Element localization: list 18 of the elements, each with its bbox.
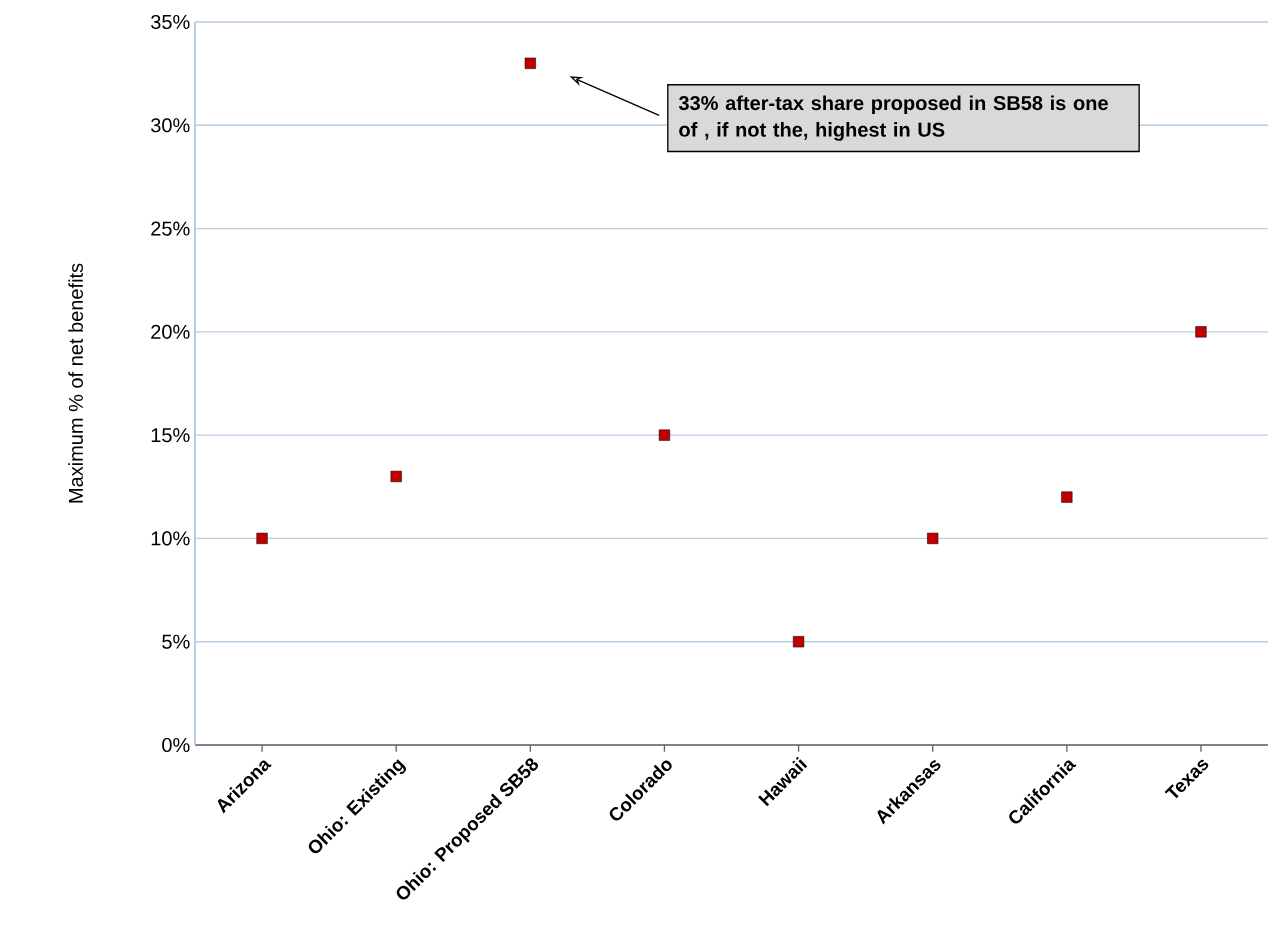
y-tick-label: 35%	[151, 14, 190, 30]
annotation: 33% after-tax share proposed in SB58 is one of , if not the, highest in US	[678, 95, 1108, 141]
y-tick-label: 25%	[151, 221, 190, 236]
y-tick-label: 0%	[162, 737, 190, 753]
y-tick-label: 20%	[151, 324, 190, 339]
y-tick-label: 10%	[151, 531, 190, 546]
point	[658, 429, 671, 441]
y-tick-label: 15%	[151, 428, 190, 443]
y-axis-title: Maximum % of net benefits	[68, 263, 83, 503]
y-tick-label: 30%	[151, 118, 190, 133]
point	[524, 57, 536, 69]
point	[792, 636, 805, 648]
point	[256, 532, 268, 545]
point	[390, 470, 402, 483]
point	[927, 532, 939, 545]
point	[1061, 491, 1073, 503]
y-tick-label: 5%	[162, 634, 190, 649]
point	[1195, 326, 1207, 338]
